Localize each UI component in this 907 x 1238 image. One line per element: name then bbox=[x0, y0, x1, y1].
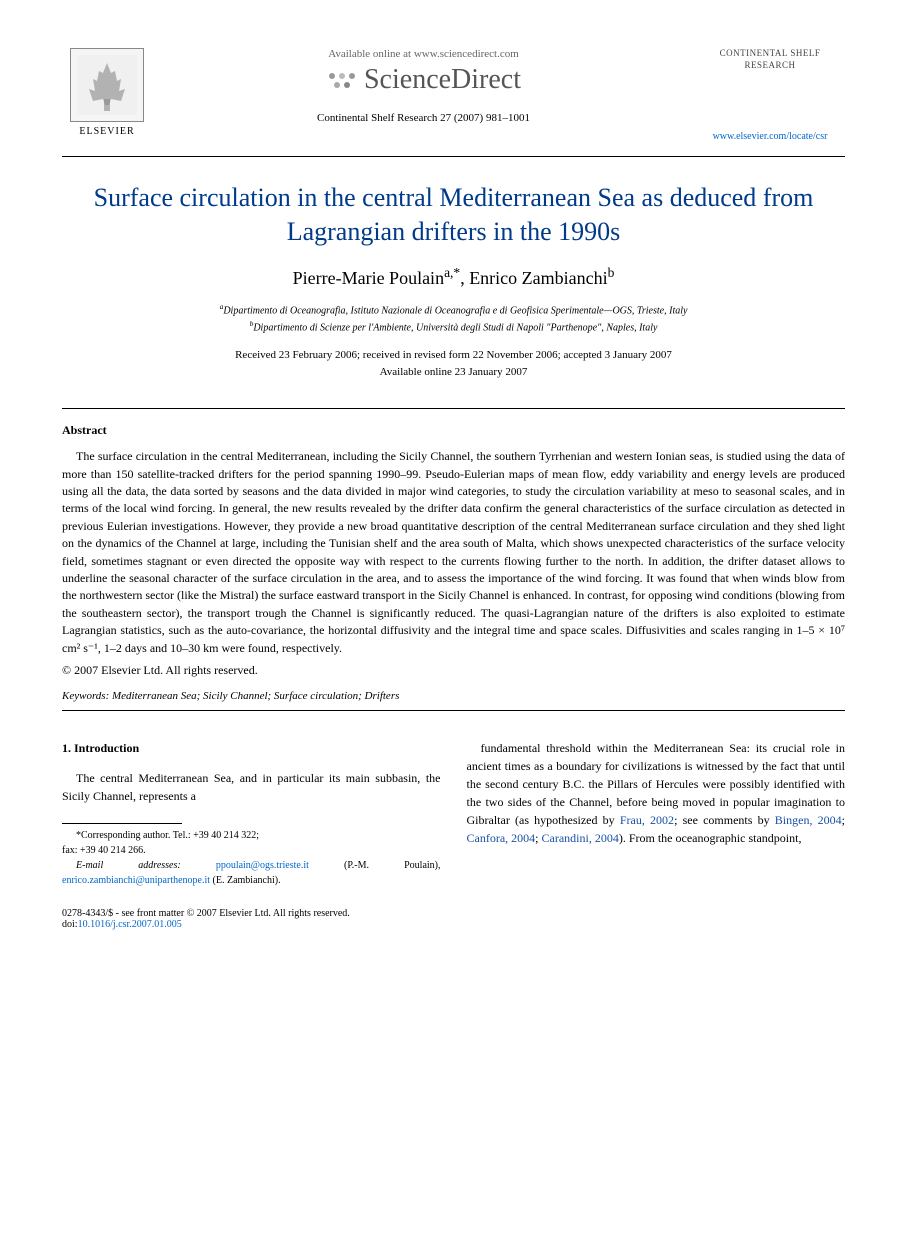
affil-a-text: Dipartimento di Oceanografia, Istituto N… bbox=[223, 305, 687, 316]
email-2-who: (E. Zambianchi). bbox=[210, 875, 281, 886]
intro-r-part5: ). From the oceanographic standpoint, bbox=[619, 831, 802, 845]
right-column: fundamental threshold within the Mediter… bbox=[467, 739, 846, 888]
email-link-2[interactable]: enrico.zambianchi@uniparthenope.it bbox=[62, 875, 210, 886]
author-1-name: Pierre-Marie Poulain bbox=[293, 268, 444, 288]
keywords-line: Keywords: Mediterranean Sea; Sicily Chan… bbox=[62, 690, 845, 702]
journal-name-line1: CONTINENTAL SHELF bbox=[695, 48, 845, 60]
citation-carandini-2004[interactable]: Carandini, 2004 bbox=[542, 831, 619, 845]
abstract-heading: Abstract bbox=[62, 423, 845, 438]
corresponding-text: *Corresponding author. Tel.: +39 40 214 … bbox=[76, 830, 259, 841]
journal-name-line2: RESEARCH bbox=[695, 60, 845, 72]
copyright-line: © 2007 Elsevier Ltd. All rights reserved… bbox=[62, 663, 845, 678]
citation-frau-2002[interactable]: Frau, 2002 bbox=[620, 813, 674, 827]
sciencedirect-text: ScienceDirect bbox=[364, 64, 521, 95]
elsevier-tree-icon bbox=[70, 48, 144, 122]
authors-line: Pierre-Marie Poulaina,*, Enrico Zambianc… bbox=[62, 265, 845, 289]
sciencedirect-logo: ScienceDirect bbox=[152, 64, 695, 98]
divider-top bbox=[62, 156, 845, 157]
author-2-affil: b bbox=[608, 265, 615, 280]
divider-after-keywords bbox=[62, 710, 845, 711]
center-header: Available online at www.sciencedirect.co… bbox=[152, 48, 695, 124]
footer-issn-doi: 0278-4343/$ - see front matter © 2007 El… bbox=[62, 908, 845, 930]
journal-reference: Continental Shelf Research 27 (2007) 981… bbox=[152, 112, 695, 124]
intro-paragraph-left: The central Mediterranean Sea, and in pa… bbox=[62, 769, 441, 805]
affiliations: aDipartimento di Oceanografia, Istituto … bbox=[62, 301, 845, 336]
author-1-affil: a,* bbox=[444, 265, 460, 280]
doi-link[interactable]: 10.1016/j.csr.2007.01.005 bbox=[78, 919, 182, 930]
introduction-heading: 1. Introduction bbox=[62, 739, 441, 757]
keywords-label: Keywords: bbox=[62, 690, 109, 702]
dates-line1: Received 23 February 2006; received in r… bbox=[235, 349, 672, 361]
corresponding-author-footnote: *Corresponding author. Tel.: +39 40 214 … bbox=[62, 828, 441, 858]
elsevier-label: ELSEVIER bbox=[79, 126, 134, 137]
issn-line: 0278-4343/$ - see front matter © 2007 El… bbox=[62, 908, 350, 919]
abstract-text: The surface circulation in the central M… bbox=[62, 448, 845, 657]
email-footnote: E-mail addresses: ppoulain@ogs.trieste.i… bbox=[62, 858, 441, 888]
elsevier-logo: ELSEVIER bbox=[62, 48, 152, 148]
affil-b-text: Dipartimento di Scienze per l'Ambiente, … bbox=[253, 322, 657, 333]
email-link-1[interactable]: ppoulain@ogs.trieste.it bbox=[216, 860, 309, 871]
author-2-name: , Enrico Zambianchi bbox=[460, 268, 607, 288]
article-dates: Received 23 February 2006; received in r… bbox=[62, 347, 845, 380]
keywords-text: Mediterranean Sea; Sicily Channel; Surfa… bbox=[109, 690, 399, 702]
email-1-who: (P.-M. Poulain), bbox=[309, 860, 441, 871]
sciencedirect-dots-icon bbox=[326, 66, 360, 98]
divider-before-abstract bbox=[62, 408, 845, 409]
intro-r-part2: ; see comments by bbox=[674, 813, 775, 827]
intro-paragraph-right: fundamental threshold within the Mediter… bbox=[467, 739, 846, 847]
doi-label: doi: bbox=[62, 919, 78, 930]
citation-bingen-2004[interactable]: Bingen, 2004 bbox=[775, 813, 842, 827]
journal-url-link[interactable]: www.elsevier.com/locate/csr bbox=[695, 131, 845, 142]
dates-line2: Available online 23 January 2007 bbox=[380, 366, 528, 378]
email-label: E-mail addresses: bbox=[76, 860, 181, 871]
citation-canfora-2004[interactable]: Canfora, 2004 bbox=[467, 831, 536, 845]
two-column-body: 1. Introduction The central Mediterranea… bbox=[62, 739, 845, 888]
fax-text: fax: +39 40 214 266. bbox=[62, 843, 146, 858]
article-title: Surface circulation in the central Medit… bbox=[72, 181, 835, 249]
available-online-text: Available online at www.sciencedirect.co… bbox=[152, 48, 695, 60]
left-column: 1. Introduction The central Mediterranea… bbox=[62, 739, 441, 888]
header-row: ELSEVIER Available online at www.science… bbox=[62, 48, 845, 148]
journal-box: CONTINENTAL SHELF RESEARCH www.elsevier.… bbox=[695, 48, 845, 142]
intro-r-part3: ; bbox=[842, 813, 845, 827]
footnote-divider bbox=[62, 823, 182, 824]
page-container: ELSEVIER Available online at www.science… bbox=[0, 0, 907, 970]
